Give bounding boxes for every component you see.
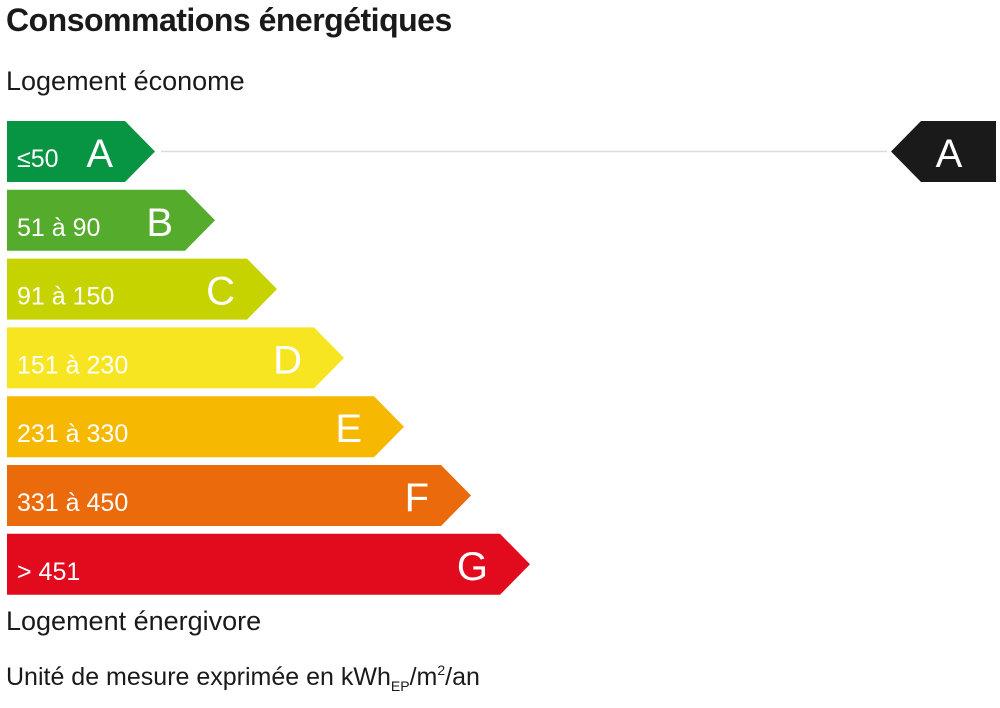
energy-class-letter: G [457, 545, 488, 589]
energy-range-label: 151 à 230 [17, 351, 128, 379]
energy-bar-g: > 451 G [7, 533, 530, 595]
energy-class-letter: D [273, 338, 302, 382]
energy-bar-shape [7, 533, 530, 595]
energy-class-letter: F [405, 476, 429, 520]
unit-subscript: EP [390, 678, 410, 694]
energy-range-label: > 451 [17, 558, 80, 586]
unit-note: Unité de mesure exprimée en kWhEP/m2/an [6, 662, 480, 694]
energy-class-letter: A [86, 132, 113, 176]
energy-bar-shape [7, 189, 215, 251]
energy-class-letter: B [146, 201, 173, 245]
inefficient-label: Logement énergivore [6, 606, 262, 636]
energy-bar-shape [7, 396, 404, 458]
unit-prefix: Unité de mesure exprimée en kWh [6, 663, 391, 691]
unit-superscript: 2 [437, 662, 446, 678]
unit-suffix: /an [445, 663, 480, 691]
current-class-marker: A [891, 121, 996, 182]
energy-bar-shape [7, 258, 277, 320]
current-class-letter: A [936, 132, 963, 176]
energy-range-label: 331 à 450 [17, 489, 128, 517]
unit-mid: /m [409, 663, 438, 691]
energy-bar-shape [7, 327, 344, 389]
energy-bar-shape [7, 465, 471, 526]
energy-bar-a: ≤50 A [7, 121, 155, 182]
energy-range-label: 91 à 150 [17, 283, 114, 311]
energy-class-letter: E [335, 407, 362, 451]
energy-bar-f: 331 à 450 F [7, 465, 471, 526]
energy-range-label: 231 à 330 [17, 420, 128, 448]
energy-bar-shape [7, 121, 155, 182]
page-title: Consommations énergétiques [6, 2, 452, 38]
energy-bar-e: 231 à 330 E [7, 396, 404, 458]
energy-bar-c: 91 à 150 C [7, 258, 277, 320]
current-class-shape [891, 121, 996, 182]
energy-range-label: ≤50 [17, 145, 59, 173]
energy-bar-d: 151 à 230 D [7, 327, 344, 389]
energy-bar-b: 51 à 90 B [7, 189, 215, 251]
energy-range-label: 51 à 90 [17, 214, 100, 242]
efficient-label: Logement économe [6, 66, 245, 96]
energy-class-letter: C [206, 270, 235, 314]
